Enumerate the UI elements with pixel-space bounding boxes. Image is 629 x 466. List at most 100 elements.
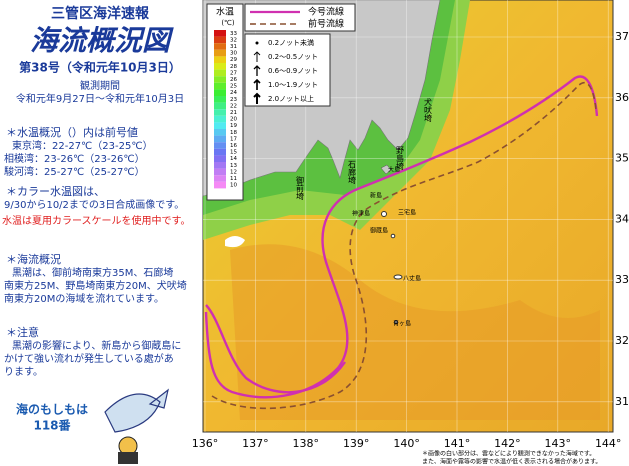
section-heading: ＊海流概況 bbox=[6, 252, 61, 266]
lon-label: 138° bbox=[293, 437, 320, 450]
office-name: 三管区海洋速報 bbox=[51, 5, 150, 22]
section-line: 東京湾：22-27℃（23-25℃） bbox=[12, 139, 153, 152]
scale-label: 22 bbox=[230, 103, 237, 109]
lat-label: 31° bbox=[615, 395, 629, 408]
color-swatch bbox=[214, 142, 226, 149]
section-line: 9/30から10/2までの3日合成画像です。 bbox=[4, 198, 184, 211]
island bbox=[390, 233, 396, 239]
lon-label: 143° bbox=[545, 437, 572, 450]
lon-label: 137° bbox=[242, 437, 269, 450]
section-line: 駿河湾：25-27℃（25-27℃） bbox=[4, 165, 145, 178]
lat-label: 32° bbox=[615, 334, 629, 347]
footnote: また、海面や霧等の影響で水温が低く表示される場合があります。 bbox=[422, 458, 601, 466]
section-line: 黒潮は、御前埼南東方35M、石廊埼 bbox=[12, 266, 173, 279]
footnote: ＊画像の白い部分は、雲などにより観測できなかった海域です。 bbox=[422, 450, 595, 458]
color-swatch bbox=[214, 36, 226, 44]
scale-label: 24 bbox=[230, 90, 237, 96]
lon-label: 136° bbox=[192, 437, 219, 450]
section-line: 相模湾：23-26℃（23-26℃） bbox=[4, 152, 145, 165]
lon-label: 141° bbox=[444, 437, 471, 450]
lat-label: 33° bbox=[615, 273, 629, 286]
place-name: 八丈島 bbox=[403, 275, 421, 283]
place-name: 石廊埼 bbox=[348, 160, 357, 184]
scale-label: 20 bbox=[230, 117, 237, 123]
section-line: 南東方25M、野島埼南東方20M、犬吠埼 bbox=[4, 279, 187, 292]
place-name: 御前埼 bbox=[296, 175, 305, 200]
scale-label: 19 bbox=[230, 123, 237, 129]
color-swatch bbox=[214, 82, 226, 90]
legend-label: 前号流線 bbox=[308, 18, 344, 30]
scale-label: 32 bbox=[230, 37, 237, 43]
color-swatch bbox=[214, 43, 226, 50]
scale-label: 25 bbox=[230, 84, 237, 90]
scale-notice: 水温は夏用カラースケールを使用中です。 bbox=[2, 214, 191, 227]
kuroshio-current bbox=[205, 304, 346, 394]
scale-label: 14 bbox=[230, 156, 237, 162]
scale-label: 17 bbox=[230, 136, 237, 142]
mascot-body bbox=[118, 452, 138, 464]
color-swatch bbox=[214, 30, 226, 37]
place-name: 青ヶ島 bbox=[393, 320, 411, 328]
color-swatch bbox=[214, 49, 226, 57]
period-label: 観測期間 bbox=[80, 79, 120, 92]
scale-label: 12 bbox=[230, 169, 237, 175]
scale-label: 26 bbox=[230, 77, 237, 83]
place-name: 野島埼 bbox=[396, 146, 405, 170]
arrow-label: 0.2ノット未満 bbox=[268, 38, 314, 47]
section-line: かけて強い流れが発生している處があ bbox=[4, 352, 174, 365]
section-line: 南東方20Mの海域を流れています。 bbox=[4, 292, 164, 305]
emergency-line2: 118番 bbox=[33, 418, 71, 433]
color-swatch bbox=[214, 181, 226, 189]
place-name: 三宅島 bbox=[398, 209, 416, 217]
legend-label: 今号流線 bbox=[308, 6, 344, 18]
arrow-symbol bbox=[253, 51, 261, 62]
legend-unit: (℃) bbox=[221, 19, 235, 27]
scale-label: 10 bbox=[230, 183, 237, 189]
place-name: 神津島 bbox=[352, 210, 370, 218]
arrow-label: 2.0ノット以上 bbox=[268, 94, 314, 103]
color-swatch bbox=[214, 102, 226, 110]
color-swatch bbox=[214, 96, 226, 103]
period: 令和元年9月27日～令和元年10月3日 bbox=[16, 92, 184, 105]
previous-current bbox=[211, 81, 597, 410]
scale-label: 30 bbox=[230, 51, 237, 57]
lon-label: 139° bbox=[343, 437, 370, 450]
scale-label: 29 bbox=[230, 57, 237, 63]
lat-label: 35° bbox=[615, 152, 629, 165]
mascot-fish bbox=[104, 388, 169, 433]
section-line: ります。 bbox=[4, 366, 43, 378]
scale-label: 16 bbox=[230, 143, 237, 149]
scale-label: 23 bbox=[230, 97, 237, 103]
scale-label: 33 bbox=[230, 31, 237, 37]
color-swatch bbox=[214, 76, 226, 83]
color-swatch bbox=[214, 69, 226, 77]
scale-label: 11 bbox=[230, 176, 237, 182]
line-legend-box bbox=[244, 3, 356, 32]
arrow-symbol bbox=[253, 92, 261, 104]
lat-label: 36° bbox=[615, 91, 629, 104]
lon-label: 142° bbox=[494, 437, 521, 450]
lat-label: 34° bbox=[615, 212, 629, 225]
color-swatch bbox=[214, 56, 226, 63]
arrow-label: 0.6～0.9ノット bbox=[268, 67, 318, 75]
place-name: 新島 bbox=[370, 192, 382, 200]
color-swatch bbox=[214, 122, 226, 129]
island bbox=[393, 274, 403, 280]
issue: 第38号（令和元年10月3日） bbox=[19, 60, 181, 75]
color-swatch bbox=[214, 63, 226, 70]
lon-label: 140° bbox=[393, 437, 420, 450]
lat-label: 37° bbox=[615, 30, 629, 43]
arrow-symbol bbox=[255, 41, 259, 45]
arrow-symbol bbox=[253, 65, 261, 76]
place-name: 御蔵島 bbox=[370, 227, 388, 235]
scale-label: 13 bbox=[230, 163, 237, 169]
section-heading: ＊注意 bbox=[6, 325, 39, 339]
color-swatch bbox=[214, 89, 226, 96]
island bbox=[394, 320, 398, 324]
color-swatch bbox=[214, 175, 226, 182]
lon-label: 144° bbox=[595, 437, 622, 450]
section-heading: ＊水温概況（）内は前号値 bbox=[6, 125, 138, 139]
arrow-label: 0.2～0.5ノット bbox=[268, 53, 318, 61]
map-title: 海流概況図 bbox=[30, 24, 174, 57]
